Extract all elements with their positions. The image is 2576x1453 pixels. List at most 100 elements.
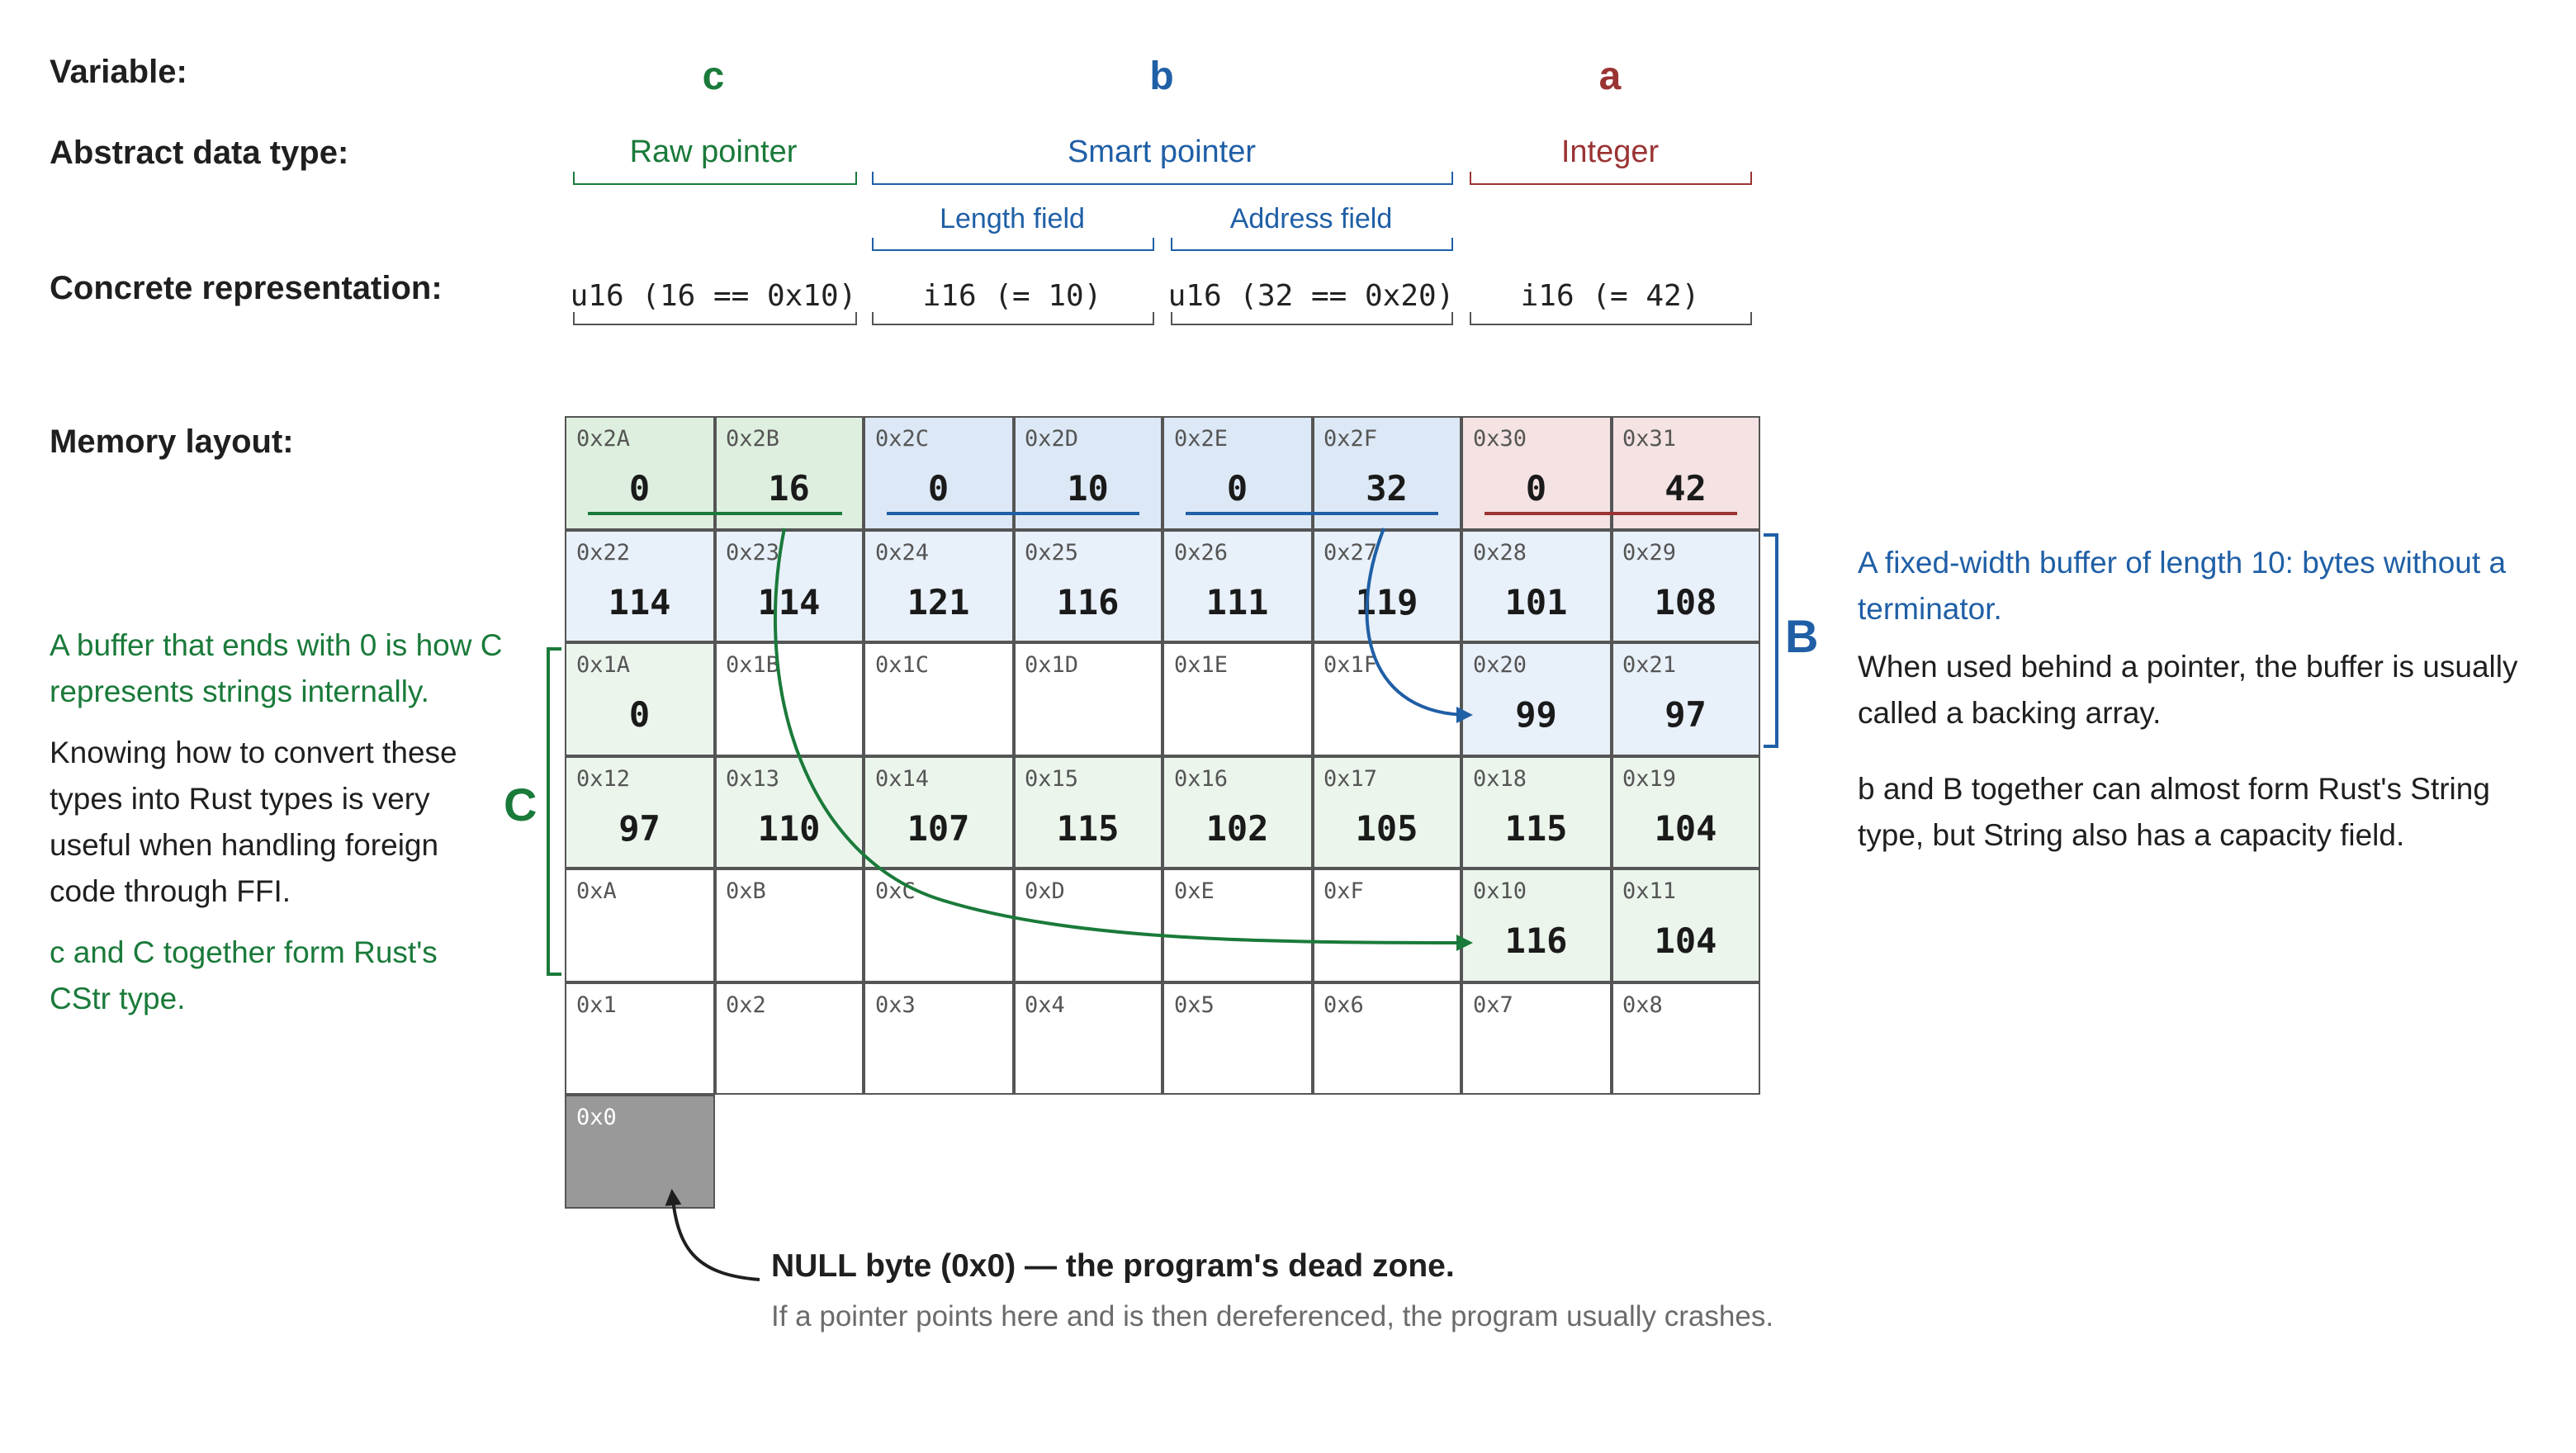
memory-cell: 0x19 104: [1611, 755, 1760, 868]
memory-cell-address: 0x30: [1473, 426, 1527, 452]
memory-cell-address: 0x29: [1622, 539, 1677, 566]
variable-a: a: [1598, 54, 1622, 99]
memory-cell-address: 0x2E: [1174, 426, 1229, 452]
memory-cell-address: 0x2B: [726, 426, 780, 452]
memory-cell: 0x1: [565, 982, 714, 1095]
memory-cell-address: 0xA: [576, 878, 617, 905]
memory-cell: 0x1F: [1312, 642, 1461, 755]
memory-cell-value: 121: [907, 582, 970, 622]
concrete-c: u16 (16 == 0x10): [570, 279, 857, 314]
memory-cell-value: 115: [1504, 808, 1568, 848]
memory-cell-address: 0x8: [1622, 992, 1663, 1018]
memory-cell-value: 101: [1504, 582, 1568, 622]
length-field-bracket: [872, 238, 1154, 251]
memory-cell-value: 114: [757, 582, 821, 622]
memory-cell-value: 110: [757, 808, 821, 848]
memory-cell: 0x2B 16: [714, 416, 864, 529]
memory-cell: 0x26 111: [1163, 529, 1312, 642]
type-c-bracket: [573, 172, 857, 185]
memory-cell-address: 0x2A: [576, 426, 631, 452]
memory-cell-address: 0x1D: [1025, 652, 1079, 679]
abstract-type-row-label: Abstract data type:: [50, 135, 349, 172]
memory-cell-address: 0xC: [875, 878, 916, 905]
memory-cell: 0x23 114: [714, 529, 864, 642]
memory-cell: 0x12 97: [565, 755, 714, 868]
buffer-b-bracket: [1764, 533, 1778, 748]
memory-cell-address: 0x26: [1174, 539, 1229, 566]
integer-a-underline: [1485, 512, 1737, 515]
memory-cell: 0x20 99: [1461, 642, 1611, 755]
concrete-address-bracket: [1171, 312, 1453, 325]
memory-cell: 0xE: [1163, 868, 1312, 982]
type-a-bracket: [1470, 172, 1752, 185]
memory-cell-value: 0: [1525, 469, 1547, 509]
concrete-length-bracket: [872, 312, 1154, 325]
memory-cell: 0x8: [1611, 982, 1760, 1095]
memory-cell: 0x25 116: [1013, 529, 1163, 642]
memory-cell-value: 97: [1664, 695, 1707, 735]
memory-cell-address: 0xF: [1324, 878, 1364, 905]
address-field-bracket: [1171, 238, 1453, 251]
memory-cell-value: 102: [1205, 808, 1269, 848]
memory-cell-value: 114: [608, 582, 671, 622]
memory-cell-value: 119: [1355, 582, 1418, 622]
memory-cell: 0x7: [1461, 982, 1611, 1095]
memory-cell-address: 0x25: [1025, 539, 1079, 566]
memory-cell-address: 0x11: [1622, 878, 1677, 905]
memory-cell: 0xB: [714, 868, 864, 982]
memory-cell: 0x4: [1013, 982, 1163, 1095]
type-integer: Integer: [1560, 135, 1660, 170]
memory-cell-address: 0x3: [875, 992, 916, 1018]
memory-cell: 0x13 110: [714, 755, 864, 868]
memory-cell-address: 0x1A: [576, 652, 631, 679]
right-note-backing-array: When used behind a pointer, the buffer i…: [1858, 649, 2518, 730]
memory-cell: 0x2F 32: [1312, 416, 1461, 529]
null-byte-address: 0x0: [576, 1105, 617, 1131]
memory-cell-value: 104: [1654, 921, 1717, 961]
buffer-c-bracket: [547, 647, 561, 976]
memory-cell: 0x1E: [1163, 642, 1312, 755]
memory-cell-address: 0x1B: [726, 652, 780, 679]
buffer-b-letter: B: [1785, 611, 1819, 662]
memory-cell-address: 0xE: [1174, 878, 1215, 905]
memory-cell: 0x14 107: [864, 755, 1013, 868]
memory-cell-address: 0x31: [1622, 426, 1677, 452]
memory-cell-address: 0x1F: [1324, 652, 1378, 679]
memory-cell-value: 105: [1355, 808, 1418, 848]
memory-cell-address: 0x19: [1622, 765, 1677, 792]
memory-cell: 0xA: [565, 868, 714, 982]
null-byte-title: NULL byte (0x0) — the program's dead zon…: [771, 1248, 1455, 1285]
memory-cell-address: 0x6: [1324, 992, 1364, 1018]
memory-cell: 0x11 104: [1611, 868, 1760, 982]
memory-cell: 0x28 101: [1461, 529, 1611, 642]
variable-row-label: Variable:: [50, 54, 187, 91]
memory-cell-value: 116: [1504, 921, 1568, 961]
memory-cell-value: 10: [1067, 469, 1109, 509]
memory-cell-value: 42: [1664, 469, 1707, 509]
memory-cell-address: 0x14: [875, 765, 930, 792]
pointer-c-underline: [588, 512, 842, 515]
concrete-c-bracket: [573, 312, 857, 325]
type-raw-pointer: Raw pointer: [629, 135, 798, 170]
memory-cell-address: 0x18: [1473, 765, 1527, 792]
memory-cell-address: 0x1E: [1174, 652, 1229, 679]
memory-cell: 0x1C: [864, 642, 1013, 755]
memory-cell: 0x29 108: [1611, 529, 1760, 642]
memory-cell-address: 0x15: [1025, 765, 1079, 792]
memory-cell: 0x5: [1163, 982, 1312, 1095]
memory-cell: 0x10 116: [1461, 868, 1611, 982]
memory-cell-address: 0x20: [1473, 652, 1527, 679]
memory-cell-value: 111: [1205, 582, 1269, 622]
length-field-underline: [887, 512, 1139, 515]
memory-cell-value: 0: [628, 695, 651, 735]
memory-cell-address: 0x5: [1174, 992, 1215, 1018]
memory-cell-address: 0x28: [1473, 539, 1527, 566]
memory-cell-address: 0x17: [1324, 765, 1378, 792]
memory-cell-value: 99: [1515, 695, 1557, 735]
memory-cell-address: 0x16: [1174, 765, 1229, 792]
memory-cell-address: 0x2C: [875, 426, 930, 452]
address-field-underline: [1186, 512, 1438, 515]
variable-c: c: [702, 54, 725, 99]
memory-cell-address: 0x13: [726, 765, 780, 792]
memory-cell-value: 97: [618, 808, 661, 848]
